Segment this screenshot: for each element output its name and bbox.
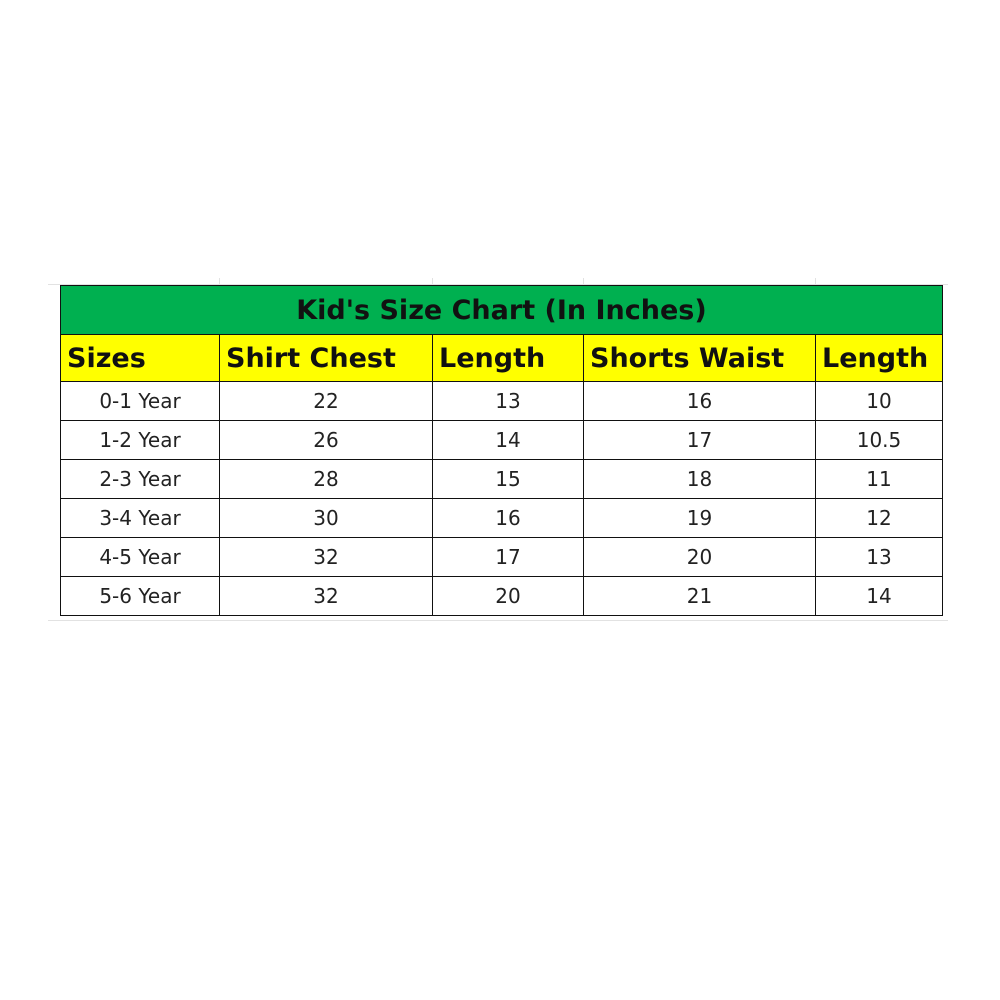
table-cell: 13 [432,381,584,421]
table-cell: 16 [432,498,584,538]
table-cell: 11 [815,459,943,499]
gridline [48,620,948,621]
table-title: Kid's Size Chart (In Inches) [60,285,943,335]
table-cell: 32 [219,537,433,577]
column-header: Shirt Chest [219,334,433,382]
table-row: 5-6 Year 32 20 21 14 [60,576,943,616]
column-header: Sizes [60,334,220,382]
table-cell: 14 [815,576,943,616]
table-cell: 16 [583,381,816,421]
table-cell: 3-4 Year [60,498,220,538]
header-row: Sizes Shirt Chest Length Shorts Waist Length [60,334,943,382]
table-cell: 17 [583,420,816,460]
table-cell: 10 [815,381,943,421]
column-header: Length [432,334,584,382]
table-cell: 5-6 Year [60,576,220,616]
gridline [219,278,220,286]
table-row: 2-3 Year 28 15 18 11 [60,459,943,499]
size-chart-table: Kid's Size Chart (In Inches) Sizes Shirt … [60,285,943,616]
table-cell: 18 [583,459,816,499]
table-row: 0-1 Year 22 13 16 10 [60,381,943,421]
table-cell: 22 [219,381,433,421]
table-cell: 32 [219,576,433,616]
gridline [48,284,948,285]
table-cell: 19 [583,498,816,538]
gridline [815,278,816,286]
table-cell: 4-5 Year [60,537,220,577]
table-cell: 1-2 Year [60,420,220,460]
table-cell: 26 [219,420,433,460]
table-cell: 10.5 [815,420,943,460]
table-cell: 0-1 Year [60,381,220,421]
column-header: Shorts Waist [583,334,816,382]
table-cell: 2-3 Year [60,459,220,499]
table-cell: 21 [583,576,816,616]
gridline [432,278,433,286]
table-row: 1-2 Year 26 14 17 10.5 [60,420,943,460]
gridline [583,278,584,286]
table-cell: 12 [815,498,943,538]
table-cell: 17 [432,537,584,577]
table-row: 3-4 Year 30 16 19 12 [60,498,943,538]
table-row: 4-5 Year 32 17 20 13 [60,537,943,577]
title-row: Kid's Size Chart (In Inches) [60,285,943,335]
column-header: Length [815,334,943,382]
table-cell: 30 [219,498,433,538]
table-cell: 20 [583,537,816,577]
table-cell: 15 [432,459,584,499]
table-cell: 20 [432,576,584,616]
table-cell: 13 [815,537,943,577]
table-cell: 28 [219,459,433,499]
table-cell: 14 [432,420,584,460]
